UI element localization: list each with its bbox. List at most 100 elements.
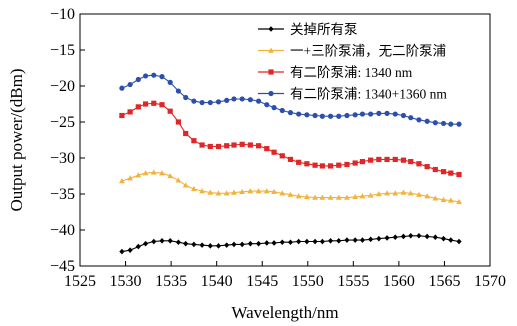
data-point [408, 232, 414, 239]
data-point [223, 190, 230, 196]
data-point [271, 188, 277, 195]
data-point [352, 160, 358, 166]
data-point [296, 111, 302, 117]
data-point [327, 113, 334, 119]
y-tick-label: −20 [50, 78, 75, 95]
data-point [191, 241, 197, 248]
data-point [416, 161, 422, 167]
data-point [432, 120, 438, 126]
data-point [207, 99, 213, 106]
data-point [239, 241, 245, 248]
data-point [287, 191, 294, 197]
data-point [151, 72, 157, 78]
data-point [416, 117, 422, 123]
data-point [175, 119, 181, 125]
data-point [352, 112, 358, 118]
data-point [143, 101, 149, 107]
data-point [199, 188, 205, 194]
data-point [312, 238, 318, 245]
data-point [344, 112, 350, 119]
data-point [327, 194, 334, 200]
data-point [127, 175, 134, 181]
data-point [279, 190, 286, 196]
data-point [224, 97, 230, 103]
x-tick-label: 1565 [428, 273, 460, 290]
y-tick-label: −40 [50, 222, 75, 239]
data-point [159, 238, 165, 244]
data-point [304, 161, 310, 167]
data-point [424, 233, 430, 240]
legend-label: 有二阶泵浦: 1340 nm [290, 65, 413, 80]
data-point [312, 194, 318, 200]
data-point [384, 190, 390, 196]
data-point [215, 190, 222, 196]
data-point [440, 120, 447, 127]
data-point [440, 235, 447, 242]
data-point [359, 237, 366, 243]
data-point [231, 241, 237, 248]
data-point [336, 238, 342, 244]
data-point [190, 185, 197, 192]
data-point [367, 192, 374, 198]
data-point [175, 88, 181, 94]
data-point [279, 107, 285, 114]
data-point [447, 197, 454, 203]
data-point [255, 240, 262, 247]
data-point [424, 193, 431, 199]
data-point [183, 94, 189, 101]
y-tick-label: −25 [50, 114, 75, 131]
y-tick-label: −45 [50, 258, 75, 275]
data-point [295, 193, 302, 199]
plot-frame [79, 13, 491, 267]
data-point [215, 243, 222, 249]
data-point [392, 190, 399, 196]
data-point [159, 170, 165, 176]
data-point [279, 239, 285, 246]
data-point [247, 240, 253, 247]
data-point [127, 109, 133, 115]
data-point [191, 98, 197, 104]
data-point [231, 189, 237, 195]
data-point [359, 193, 366, 199]
data-point [327, 238, 334, 244]
data-point [319, 194, 326, 200]
data-point [456, 121, 462, 127]
data-point [312, 112, 318, 119]
data-point [368, 157, 374, 163]
data-point [359, 159, 366, 165]
data-point [167, 108, 173, 114]
data-point [215, 99, 222, 105]
data-point [159, 102, 165, 108]
data-point [424, 164, 430, 170]
data-point [135, 76, 141, 83]
data-point [151, 238, 157, 245]
data-point [392, 111, 398, 117]
data-point [287, 156, 294, 163]
data-point [440, 196, 447, 202]
data-point [376, 110, 382, 116]
data-point [271, 105, 277, 111]
data-point [376, 235, 382, 242]
data-point [432, 234, 438, 240]
legend-label: 一+三阶泵浦，无二阶泵浦 [290, 44, 446, 59]
data-point [336, 113, 342, 119]
data-point [207, 243, 213, 249]
data-point [247, 142, 253, 148]
data-point [183, 130, 189, 137]
data-point [432, 195, 439, 201]
x-axis-title: Wavelength/nm [231, 303, 338, 322]
data-point [127, 81, 133, 88]
data-point [175, 239, 181, 246]
x-tick-label: 1550 [292, 273, 324, 290]
data-point [127, 247, 133, 253]
x-tick-label: 1540 [201, 273, 233, 290]
series-0 [119, 232, 462, 255]
data-point [352, 237, 358, 243]
data-point [135, 243, 141, 250]
data-point [400, 233, 407, 240]
data-point [359, 111, 366, 117]
data-point [448, 237, 454, 243]
data-point [247, 188, 254, 194]
data-point [271, 240, 277, 246]
data-point [335, 194, 342, 200]
